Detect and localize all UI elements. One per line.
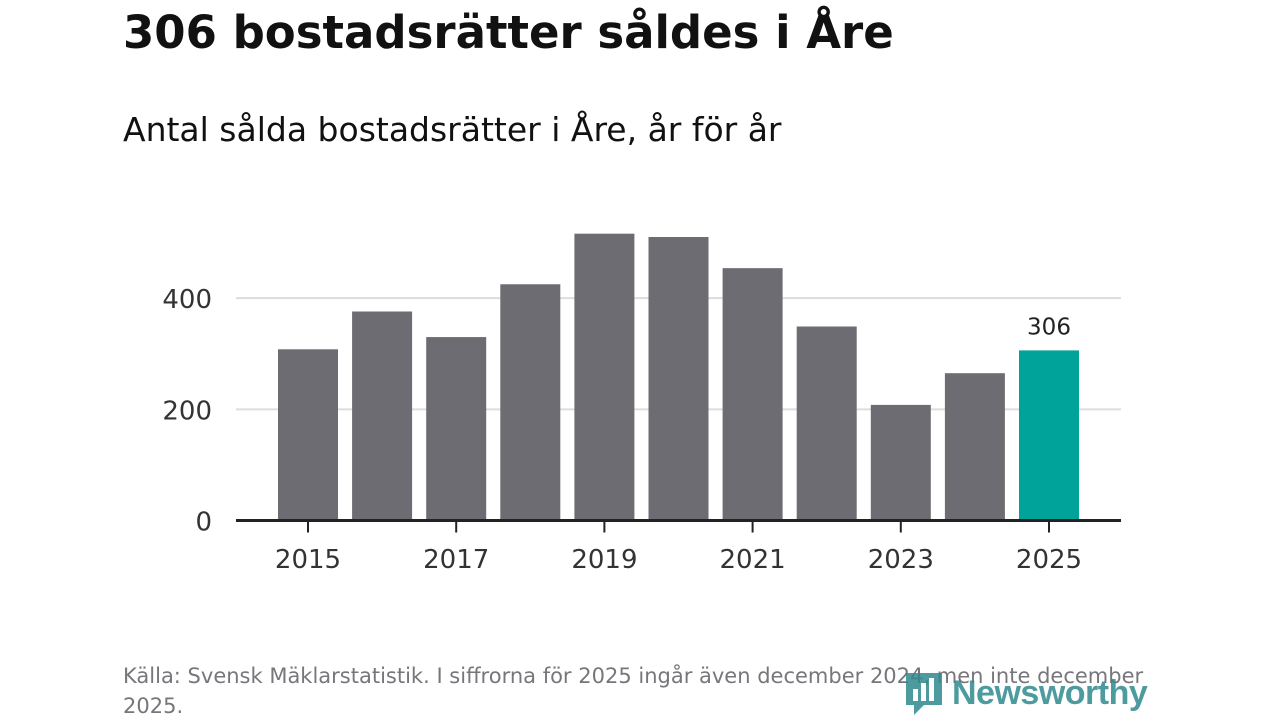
logo-text: Newsworthy — [952, 673, 1148, 712]
y-tick-label: 400 — [162, 285, 212, 315]
y-tick-label: 200 — [162, 396, 212, 426]
x-tick-label: 2017 — [423, 545, 489, 575]
chart-title: 306 bostadsrätter såldes i Åre — [123, 6, 894, 59]
bar-2021 — [722, 268, 783, 521]
x-tick-label: 2015 — [275, 545, 341, 575]
bar-2018 — [500, 284, 561, 521]
y-tick-label: 0 — [195, 508, 212, 538]
bar-2016 — [352, 311, 413, 521]
newsworthy-logo[interactable]: Newsworthy — [902, 668, 1148, 718]
x-tick-label: 2019 — [571, 545, 637, 575]
bar-2022 — [796, 326, 857, 521]
bar-2015 — [278, 349, 338, 521]
x-tick-label: 2025 — [1016, 545, 1082, 575]
bar-2019 — [574, 233, 635, 521]
bar-chart-logo-icon — [906, 673, 942, 715]
x-tick-label: 2023 — [868, 545, 934, 575]
chart-subtitle: Antal sålda bostadsrätter i Åre, år för … — [123, 110, 782, 149]
data-label: 306 — [1027, 314, 1071, 340]
bar-2017 — [426, 337, 487, 521]
bar-2024 — [944, 373, 1005, 521]
bar-2023 — [870, 404, 931, 521]
source-note: Källa: Svensk Mäklarstatistik. I siffror… — [123, 664, 1144, 718]
bar-2020 — [648, 237, 709, 521]
bar-2025 — [1019, 350, 1079, 521]
x-tick-label: 2021 — [720, 545, 786, 575]
